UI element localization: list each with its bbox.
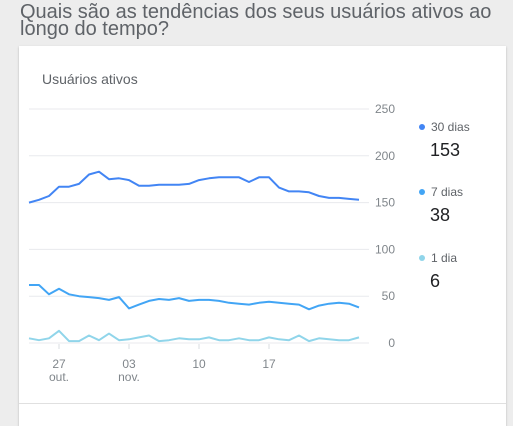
x-tick-label: 03 (122, 357, 136, 371)
y-tick-label: 50 (382, 289, 396, 303)
legend-label-30-dias: 30 dias (431, 120, 470, 134)
legend-label-1-dia: 1 dia (431, 251, 458, 265)
legend-value-30-dias: 153 (430, 140, 461, 160)
legend-value-7-dias: 38 (430, 205, 451, 225)
x-tick-sublabel: out. (49, 370, 69, 384)
y-tick-label: 250 (375, 102, 395, 116)
series-dot-icon (419, 124, 425, 130)
active-users-card: Usuários ativos 0 50 100 150 200 250 27 out. 03 n… (19, 46, 506, 426)
legend-value-1-dia: 6 (430, 271, 441, 291)
y-tick-label: 100 (375, 242, 395, 256)
y-tick-label: 0 (388, 336, 395, 350)
x-tick-sublabel: nov. (118, 370, 140, 384)
x-tick-label: 10 (192, 357, 206, 371)
x-tick-label: 17 (262, 357, 276, 371)
page-heading: Quais são as tendências dos seus usuário… (20, 1, 492, 40)
legend-item-7-dias[interactable]: 7 dias 38 (419, 185, 504, 226)
y-tick-label: 200 (375, 149, 395, 163)
legend-label-7-dias: 7 dias (431, 185, 464, 199)
legend-item-30-dias[interactable]: 30 dias 153 (419, 120, 504, 161)
series-line-7-dias (29, 284, 360, 311)
series-dot-icon (419, 255, 425, 261)
card-divider (19, 403, 506, 404)
y-tick-label: 150 (375, 196, 395, 210)
series-line-1-dia (28, 329, 360, 343)
card-title: Usuários ativos (42, 71, 138, 87)
series-line-30-dias (28, 170, 360, 204)
x-tick-label: 27 (52, 357, 66, 371)
legend-item-1-dia[interactable]: 1 dia 6 (419, 251, 504, 292)
series-dot-icon (419, 189, 425, 195)
